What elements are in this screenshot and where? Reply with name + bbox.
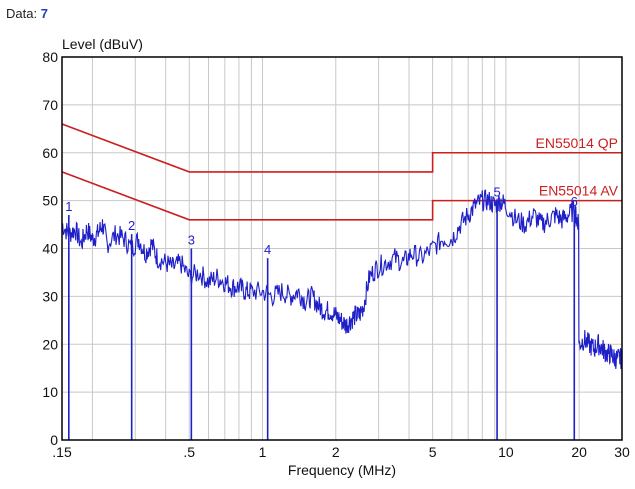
data-value: 7	[40, 6, 48, 21]
x-tick-label: 20	[571, 444, 587, 460]
markers: 1 2 3 4 5 6	[65, 185, 578, 440]
data-label: Data:	[6, 6, 38, 21]
trace-layer	[61, 189, 623, 370]
x-tick-label: 1	[259, 444, 267, 460]
y-tick-labels: 0 10 20 30 40 50 60 70 80	[42, 49, 58, 448]
x-tick-label: 10	[498, 444, 514, 460]
plot-frame	[61, 56, 623, 441]
trace-line	[61, 189, 623, 370]
limit-line-qp	[61, 123, 622, 173]
marker-label: 1	[65, 199, 72, 214]
x-tick-labels: .15 .5 1 2 5 10 20 30	[52, 444, 630, 460]
marker-label: 2	[128, 218, 135, 233]
x-tick-label: 30	[614, 444, 630, 460]
y-tick-label: 20	[42, 336, 58, 352]
y-tick-label: 80	[42, 49, 58, 65]
x-tick-label: .15	[52, 444, 72, 460]
y-tick-label: 60	[42, 145, 58, 161]
y-tick-label: 10	[42, 384, 58, 400]
limit-label-qp: EN55014 QP	[536, 135, 619, 151]
y-tick-label: 50	[42, 193, 58, 209]
limit-label-av: EN55014 AV	[539, 183, 619, 199]
marker-label: 5	[493, 185, 500, 200]
y-tick-label: 0	[50, 432, 58, 448]
x-axis-title: Frequency (MHz)	[288, 462, 396, 478]
marker-label: 6	[571, 194, 578, 209]
marker-label: 3	[188, 233, 195, 248]
marker-label: 4	[264, 242, 271, 257]
x-tick-label: 5	[429, 444, 437, 460]
limit-lines: EN55014 QP EN55014 AV	[61, 123, 622, 221]
data-header: Data: 7	[6, 6, 48, 21]
y-axis-title: Level (dBuV)	[62, 36, 143, 52]
x-tick-label: .5	[183, 444, 195, 460]
y-tick-label: 40	[42, 241, 58, 257]
y-tick-label: 30	[42, 288, 58, 304]
y-tick-label: 70	[42, 97, 58, 113]
grid	[62, 56, 623, 441]
x-tick-label: 2	[332, 444, 340, 460]
